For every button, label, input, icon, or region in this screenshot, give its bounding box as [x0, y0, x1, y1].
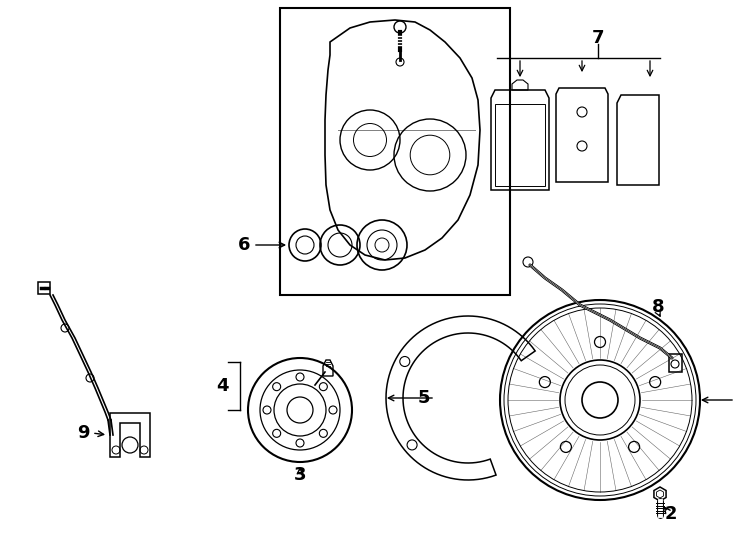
Text: 2: 2	[665, 505, 677, 523]
Text: 4: 4	[216, 377, 228, 395]
Text: 6: 6	[238, 236, 250, 254]
Text: 8: 8	[652, 298, 664, 316]
Bar	[669, 354, 682, 372]
Bar	[280, 8, 510, 295]
Text: 5: 5	[418, 389, 430, 407]
Text: 3: 3	[294, 466, 306, 484]
Text: 9: 9	[78, 424, 90, 442]
Text: 7: 7	[592, 29, 604, 47]
